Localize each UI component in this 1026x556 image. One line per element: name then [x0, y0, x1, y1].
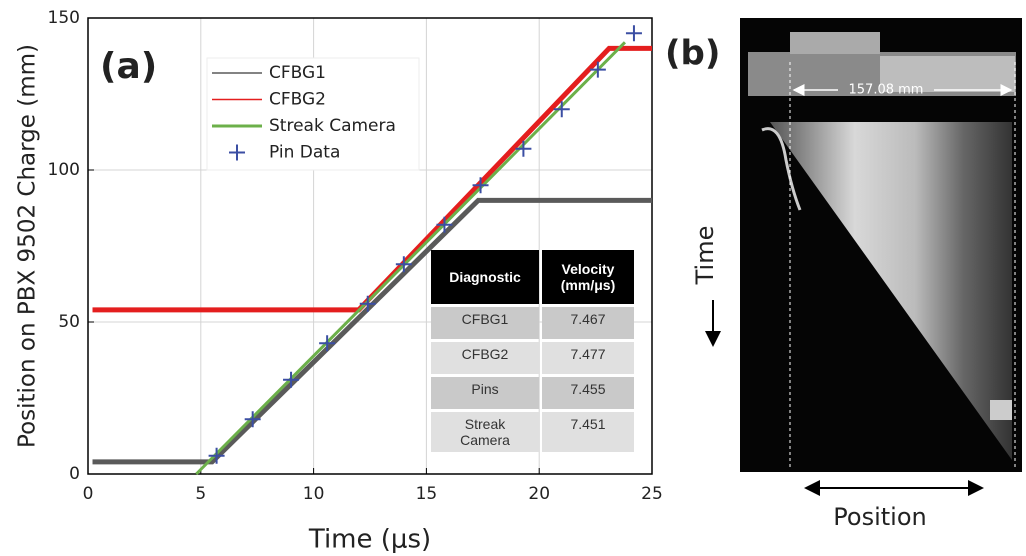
- legend-label: CFBG2: [269, 90, 326, 110]
- x-tick-label: 25: [641, 484, 663, 504]
- velocity-table: Diagnostic Velocity (mm/μs) CFBG1 7.467 CFBG…: [428, 247, 637, 455]
- x-tick-label: 0: [83, 484, 94, 504]
- charge-body: [880, 56, 1015, 92]
- pin-marker: [436, 216, 453, 233]
- y-tick-label: 100: [48, 160, 80, 180]
- charge-fixture: [790, 32, 880, 54]
- table-row: Streak Camera 7.451: [431, 412, 634, 452]
- pin-marker: [319, 335, 336, 352]
- pin-marker: [229, 144, 245, 161]
- x-tick-label: 20: [528, 484, 550, 504]
- legend-label: CFBG1: [269, 63, 326, 83]
- table-row: Pins 7.455: [431, 377, 634, 409]
- y-tick-label: 50: [58, 312, 80, 332]
- table-cell: CFBG2: [431, 342, 539, 374]
- legend-label: Streak Camera: [269, 116, 396, 136]
- panel-label: (b): [665, 34, 720, 74]
- x-axis-label: Time (μs): [308, 525, 431, 555]
- pin-marker: [208, 447, 225, 464]
- pin-marker: [472, 177, 489, 194]
- pin-marker: [553, 101, 570, 118]
- table-header: Diagnostic: [431, 250, 539, 304]
- pin-marker: [625, 25, 642, 42]
- y-tick-label: 150: [48, 8, 80, 28]
- table-cell: 7.455: [542, 377, 634, 409]
- pin-marker: [395, 256, 412, 273]
- table-cell: 7.451: [542, 412, 634, 452]
- time-label: Time: [691, 226, 719, 286]
- scale-label: 157.08 mm: [849, 83, 924, 98]
- y-tick-label: 0: [69, 464, 80, 484]
- streak-highlight: [990, 400, 1012, 420]
- x-tick-label: 5: [195, 484, 206, 504]
- plot-frame: [87, 17, 653, 475]
- legend-label: Pin Data: [269, 143, 340, 163]
- table-row: CFBG2 7.477: [431, 342, 634, 374]
- series-line: [195, 41, 626, 476]
- table-cell: CFBG1: [431, 307, 539, 339]
- series-line: [92, 45, 652, 313]
- pin-marker: [359, 295, 376, 312]
- table-cell: Pins: [431, 377, 539, 409]
- x-tick-label: 15: [416, 484, 438, 504]
- table-cell: 7.467: [542, 307, 634, 339]
- x-tick-label: 10: [303, 484, 325, 504]
- pin-marker: [244, 411, 261, 428]
- y-axis-label: Position on PBX 9502 Charge (mm): [15, 44, 41, 448]
- pin-marker: [283, 371, 300, 388]
- panel-b: (b) 157.08 mm Time Position: [665, 18, 1022, 531]
- table-row: CFBG1 7.467: [431, 307, 634, 339]
- pin-marker: [515, 140, 532, 157]
- table-header: Velocity (mm/μs): [542, 250, 634, 304]
- pin-marker: [589, 61, 606, 78]
- streak-region: [770, 122, 1012, 460]
- series-line: [92, 197, 652, 465]
- legend-box: [206, 57, 420, 171]
- table-header-row: Diagnostic Velocity (mm/μs): [431, 250, 634, 304]
- position-label: Position: [833, 503, 926, 531]
- panel-label: (a): [100, 46, 157, 87]
- table-cell: Streak Camera: [431, 412, 539, 452]
- table-cell: 7.477: [542, 342, 634, 374]
- streak-edge: [761, 127, 802, 211]
